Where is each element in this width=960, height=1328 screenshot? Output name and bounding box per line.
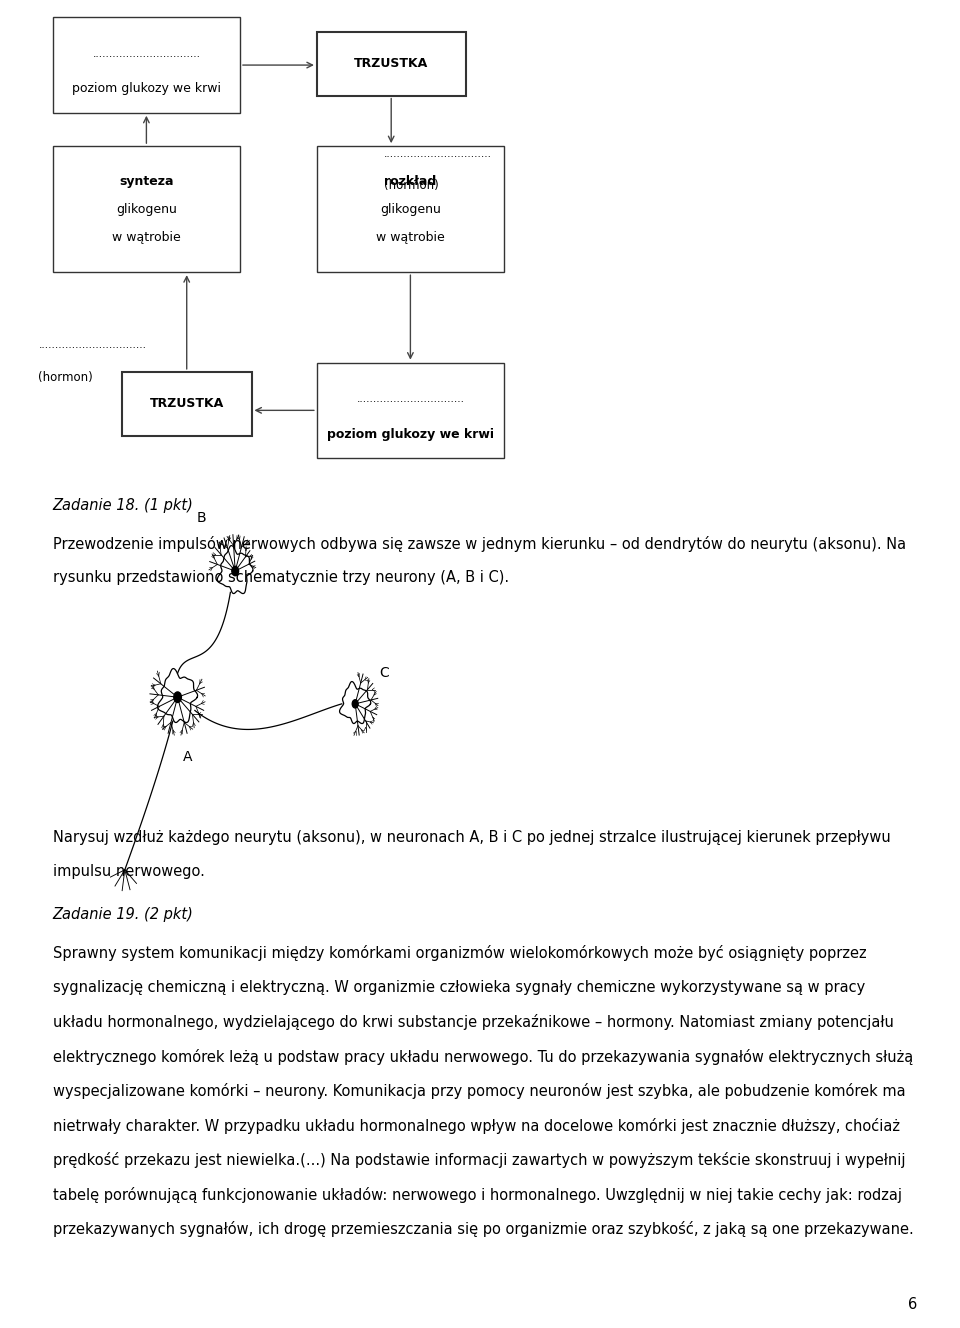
- Bar: [53, 17, 240, 113]
- Text: w wątrobie: w wątrobie: [112, 231, 180, 244]
- Text: (hormon): (hormon): [384, 179, 439, 193]
- Text: prędkość przekazu jest niewielka.(...) Na podstawie informacji zawartych w powyż: prędkość przekazu jest niewielka.(...) N…: [53, 1153, 905, 1169]
- Text: poziom glukozy we krwi: poziom glukozy we krwi: [72, 82, 221, 96]
- Text: impulsu nerwowego.: impulsu nerwowego.: [53, 863, 204, 879]
- Text: Sprawny system komunikacji między komórkami organizmów wielokomórkowych może być: Sprawny system komunikacji między komórk…: [53, 946, 867, 961]
- Circle shape: [174, 692, 181, 703]
- Text: A: A: [182, 750, 192, 764]
- Bar: [317, 32, 466, 96]
- Text: układu hormonalnego, wydzielającego do krwi substancje przekaźnikowe – hormony. : układu hormonalnego, wydzielającego do k…: [53, 1015, 894, 1031]
- Bar: [122, 372, 252, 436]
- Text: ................................: ................................: [92, 49, 201, 58]
- Text: przekazywanych sygnałów, ich drogę przemieszczania się po organizmie oraz szybko: przekazywanych sygnałów, ich drogę przem…: [53, 1222, 914, 1238]
- Text: sygnalizację chemiczną i elektryczną. W organizmie człowieka sygnały chemiczne w: sygnalizację chemiczną i elektryczną. W …: [53, 980, 865, 995]
- Bar: [317, 146, 504, 272]
- Text: Narysuj wzdłuż każdego neurytu (aksonu), w neuronach A, B i C po jednej strzalce: Narysuj wzdłuż każdego neurytu (aksonu),…: [53, 830, 891, 845]
- Circle shape: [231, 566, 239, 576]
- Circle shape: [352, 700, 358, 708]
- Text: Zadanie 18. (1 pkt): Zadanie 18. (1 pkt): [53, 498, 194, 513]
- Text: elektrycznego komórek leżą u podstaw pracy układu nerwowego. Tu do przekazywania: elektrycznego komórek leżą u podstaw pra…: [53, 1049, 913, 1065]
- Bar: [317, 363, 504, 458]
- Bar: [53, 146, 240, 272]
- Text: TRZUSTKA: TRZUSTKA: [150, 397, 224, 410]
- Text: glikogenu: glikogenu: [116, 203, 177, 215]
- Text: poziom glukozy we krwi: poziom glukozy we krwi: [327, 428, 493, 441]
- Text: TRZUSTKA: TRZUSTKA: [354, 57, 428, 70]
- Text: Zadanie 19. (2 pkt): Zadanie 19. (2 pkt): [53, 907, 194, 923]
- Text: tabelę porównującą funkcjonowanie układów: nerwowego i hormonalnego. Uwzględnij : tabelę porównującą funkcjonowanie układó…: [53, 1187, 901, 1203]
- Text: 6: 6: [907, 1297, 917, 1312]
- Text: w wątrobie: w wątrobie: [376, 231, 444, 244]
- Text: B: B: [197, 511, 206, 525]
- Text: ................................: ................................: [38, 340, 146, 351]
- Text: C: C: [379, 665, 389, 680]
- Text: wyspecjalizowane komórki – neurony. Komunikacja przy pomocy neuronów jest szybka: wyspecjalizowane komórki – neurony. Komu…: [53, 1084, 905, 1100]
- Text: ................................: ................................: [356, 394, 465, 404]
- Text: Przewodzenie impulsów nerwowych odbywa się zawsze w jednym kierunku – od dendryt: Przewodzenie impulsów nerwowych odbywa s…: [53, 537, 906, 552]
- Text: nietrwały charakter. W przypadku układu hormonalnego wpływ na docelowe komórki j: nietrwały charakter. W przypadku układu …: [53, 1118, 900, 1134]
- Text: synteza: synteza: [119, 174, 174, 187]
- Text: glikogenu: glikogenu: [380, 203, 441, 215]
- Text: rozkład: rozkład: [384, 174, 437, 187]
- Text: rysunku przedstawiono schematycznie trzy neurony (A, B i C).: rysunku przedstawiono schematycznie trzy…: [53, 570, 509, 584]
- Text: (hormon): (hormon): [38, 371, 93, 384]
- Text: ................................: ................................: [384, 149, 492, 159]
